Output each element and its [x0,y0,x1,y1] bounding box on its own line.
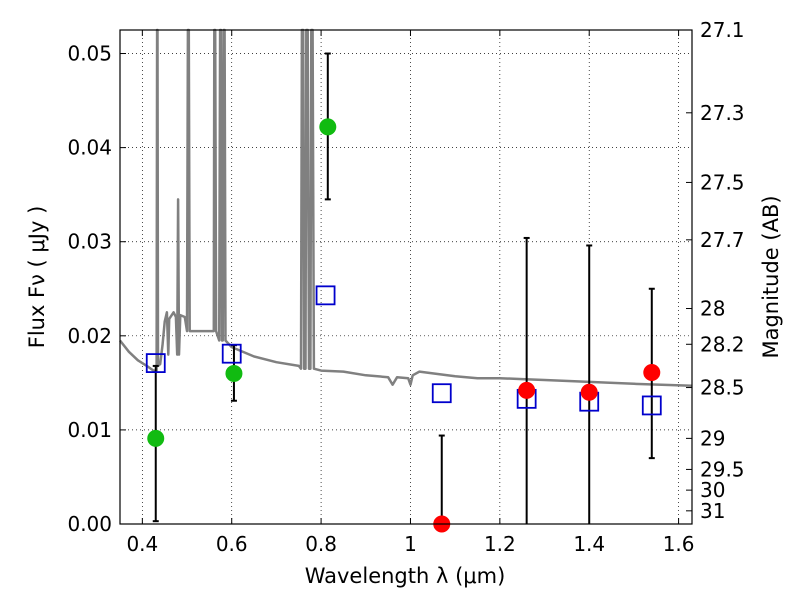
observed-red-point [643,364,661,382]
markers-layer [145,118,662,533]
y-tick-label: 0.02 [67,324,112,348]
error-bars-layer [152,52,655,524]
y2-tick-label: 29.5 [700,457,745,481]
y2-tick-label: 28.5 [700,376,745,400]
y-tick-label: 0.05 [67,42,112,66]
y2-tick-label: 27.7 [700,228,745,252]
y-tick-label: 0.03 [67,230,112,254]
y-axis-label: Flux Fν ( μJy ) [25,206,49,349]
y2-tick-label: 27.1 [700,18,745,42]
y-tick-label: 0.04 [67,136,112,160]
observed-red-point [518,381,536,399]
x-tick-label: 1.2 [484,532,516,556]
x-tick-label: 1.4 [573,532,605,556]
model-spectrum-layer [119,28,693,387]
y2-tick-label: 28.2 [700,332,745,356]
grid-lines [120,30,692,525]
model-photometry-square [641,395,662,416]
observed-red-point [580,383,598,401]
observed-green-point [319,118,337,136]
y2-tick-label: 30 [700,478,725,502]
y2-tick-label: 31 [700,499,725,523]
x-tick-label: 0.4 [126,532,158,556]
plot-frame [119,29,693,525]
model-photometry-square [431,383,452,404]
model-photometry-square [145,353,166,373]
observed-green-point [225,364,243,382]
y-tick-label: 0.01 [67,418,112,442]
y2-tick-label: 29 [700,426,725,450]
y2-tick-label: 27.5 [700,170,745,194]
y2-tick-label: 28 [700,297,725,321]
x-axis-ticks: 0.4 0.6 0.8 1 1.2 1.4 1.6 [126,30,695,556]
y2-tick-label: 27.3 [700,101,745,125]
y-axis-ticks: 0.00 0.01 0.02 0.03 0.04 0.05 [67,42,126,536]
x-tick-label: 0.8 [305,532,337,556]
x-tick-label: 1 [404,532,417,556]
model-photometry-square [315,285,336,306]
y-tick-label: 0.00 [67,512,112,536]
x-tick-label: 0.6 [216,532,248,556]
observed-green-point [147,429,165,447]
model-spectrum-line [119,28,693,387]
model-photometry-square [221,343,242,364]
y2-axis-label: Magnitude (AB) [759,195,783,358]
x-axis-label: Wavelength λ (μm) [305,564,506,588]
x-tick-label: 1.6 [663,532,695,556]
